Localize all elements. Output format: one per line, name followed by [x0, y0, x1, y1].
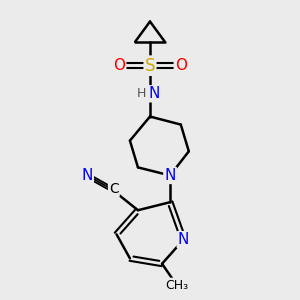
Text: O: O — [175, 58, 187, 73]
Text: N: N — [81, 168, 93, 183]
Text: CH₃: CH₃ — [165, 279, 188, 292]
Text: O: O — [113, 58, 125, 73]
Text: N: N — [178, 232, 189, 247]
Text: S: S — [145, 57, 155, 75]
Text: N: N — [148, 86, 160, 101]
Text: H: H — [137, 87, 146, 100]
Text: C: C — [109, 182, 119, 196]
Text: N: N — [164, 168, 176, 183]
